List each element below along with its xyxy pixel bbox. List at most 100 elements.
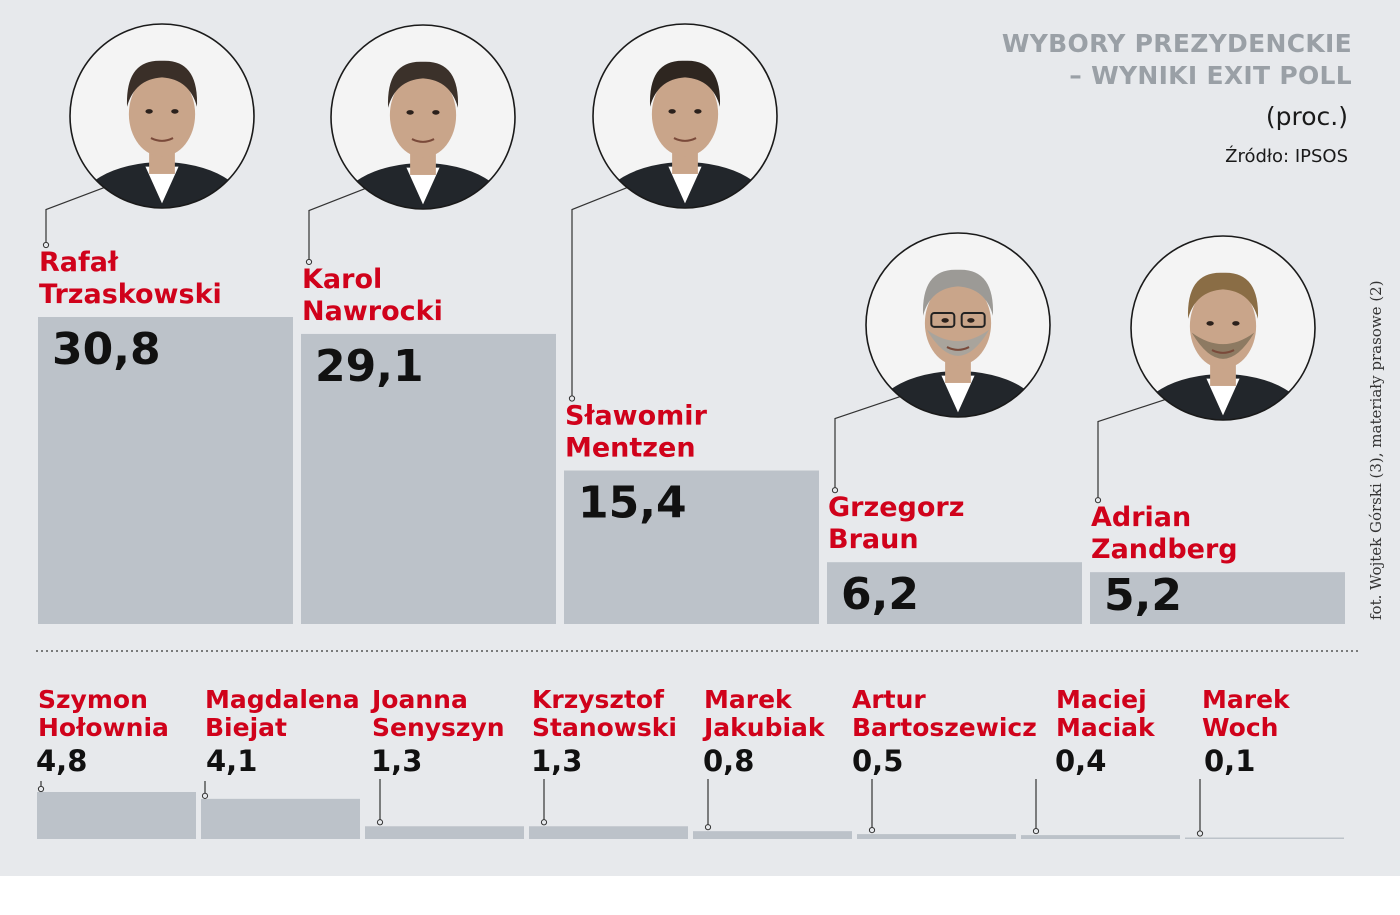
photo-content (866, 233, 1050, 417)
photo-shoulders (870, 371, 1046, 417)
photo-eye-left (668, 109, 676, 114)
minor-bar-5 (693, 831, 852, 839)
main-name-label-4-1: Grzegorz (828, 492, 964, 523)
main-bar-5 (1090, 572, 1345, 624)
photo-content (1131, 236, 1315, 420)
photo-mouth (411, 138, 435, 143)
minor-name-label-2-1: Magdalena (205, 685, 360, 714)
photo-beard (926, 329, 990, 356)
minor-bar-7 (1021, 835, 1180, 839)
main-connector-dot-3 (568, 395, 576, 402)
minor-name-label-4-2: Stanowski (532, 713, 677, 742)
minor-connector-dot-4 (540, 819, 548, 826)
minor-connector-dot-1 (37, 785, 45, 793)
minor-name-label-7-2: Maciak (1056, 713, 1156, 742)
minor-value-label-7: 0,4 (1055, 744, 1106, 778)
candidate-photo-1 (69, 23, 255, 209)
title-line-2: – WYNIKI EXIT POLL (1069, 61, 1352, 90)
photo-mouth (150, 137, 174, 142)
minor-name-label-5-1: Marek (704, 685, 793, 714)
minor-value-label-1: 4,8 (36, 744, 87, 778)
photo-eye-left (406, 110, 414, 115)
minor-bar-6 (857, 834, 1016, 839)
title-line-1: WYBORY PREZYDENCKIE (1001, 29, 1352, 58)
photo-content (70, 24, 254, 208)
minor-value-label-3: 1,3 (371, 744, 422, 778)
photo-eye-left (145, 109, 153, 114)
minor-connector-dot-2 (201, 792, 209, 799)
photo-shoulders (597, 162, 773, 208)
photo-mouth (673, 137, 697, 142)
minor-connector-dot-7 (1032, 827, 1040, 835)
photo-content (331, 25, 515, 209)
unit-label: (proc.) (1265, 102, 1348, 131)
photo-eye-left (941, 318, 949, 323)
minor-value-label-4: 1,3 (531, 744, 582, 778)
main-name-label-5-1: Adrian (1091, 502, 1191, 533)
main-name-label-5-2: Zandberg (1091, 534, 1238, 565)
photo-eye-right (171, 109, 179, 114)
photo-shoulders (1135, 374, 1311, 420)
photo-hair (649, 60, 721, 107)
main-name-label-1-1: Rafał (39, 247, 119, 278)
main-bar-3 (564, 470, 819, 624)
main-value-label-3: 15,4 (578, 478, 687, 529)
main-bar-2 (301, 333, 556, 624)
photo-face (389, 72, 457, 158)
main-bar-4 (827, 562, 1082, 624)
main-connector-dot-2 (305, 258, 313, 266)
photo-glasses-left (930, 312, 956, 328)
photo-hair (387, 61, 459, 108)
photo-eye-right (694, 109, 702, 114)
main-connector-dot-4 (831, 487, 839, 494)
minor-name-label-5-2: Jakubiak (702, 713, 826, 742)
photo-hair (1187, 272, 1259, 319)
photo-collar (406, 167, 440, 205)
photo-face (651, 71, 719, 157)
chart-title: WYBORY PREZYDENCKIE – WYNIKI EXIT POLL (1002, 28, 1352, 92)
photo-hair (922, 269, 994, 316)
infographic-canvas: WYBORY PREZYDENCKIE – WYNIKI EXIT POLL (… (0, 0, 1400, 876)
minor-name-label-6-1: Artur (852, 685, 926, 714)
main-connector-dot-5 (1094, 497, 1102, 504)
photo-collar (941, 375, 975, 413)
minor-value-label-5: 0,8 (703, 744, 754, 778)
main-connector-5 (1097, 399, 1166, 501)
source-label: Źródło: IPSOS (1225, 146, 1348, 167)
main-connector-3 (571, 187, 628, 399)
minor-name-label-2-2: Biejat (205, 713, 287, 742)
main-name-label-2-2: Nawrocki (302, 296, 443, 327)
photo-frame (592, 23, 778, 209)
photo-shoulders (335, 163, 511, 209)
candidate-photo-2 (330, 24, 516, 210)
photo-content (593, 24, 777, 208)
main-value-label-2: 29,1 (315, 341, 424, 392)
photo-hair (126, 60, 198, 107)
minor-bar-2 (201, 798, 360, 839)
minor-connector-dot-3 (376, 819, 384, 826)
minor-value-label-6: 0,5 (852, 744, 903, 778)
main-value-label-4: 6,2 (841, 569, 919, 620)
main-connector-dot-1 (42, 241, 50, 249)
photo-frame (69, 23, 255, 209)
main-value-label-1: 30,8 (52, 324, 161, 375)
main-bar-1 (38, 317, 293, 624)
photo-face (128, 71, 196, 157)
photo-frame (330, 24, 516, 210)
minor-connector-dot-6 (868, 827, 876, 834)
photo-glasses-right (960, 312, 986, 328)
photo-frame (865, 232, 1051, 418)
main-name-label-4-2: Braun (828, 524, 919, 555)
main-connector-2 (308, 188, 366, 262)
main-connector-1 (45, 187, 105, 245)
minor-connector-dot-5 (704, 824, 712, 831)
minor-name-label-6-2: Bartoszewicz (852, 713, 1037, 742)
candidate-photo-3 (592, 23, 778, 209)
main-value-label-5: 5,2 (1104, 570, 1182, 621)
candidate-photo-5 (1130, 235, 1316, 421)
photo-collar (145, 166, 179, 204)
photo-frame (1130, 235, 1316, 421)
minor-name-label-1-2: Hołownia (38, 713, 169, 742)
minor-name-label-3-2: Senyszyn (372, 713, 505, 742)
